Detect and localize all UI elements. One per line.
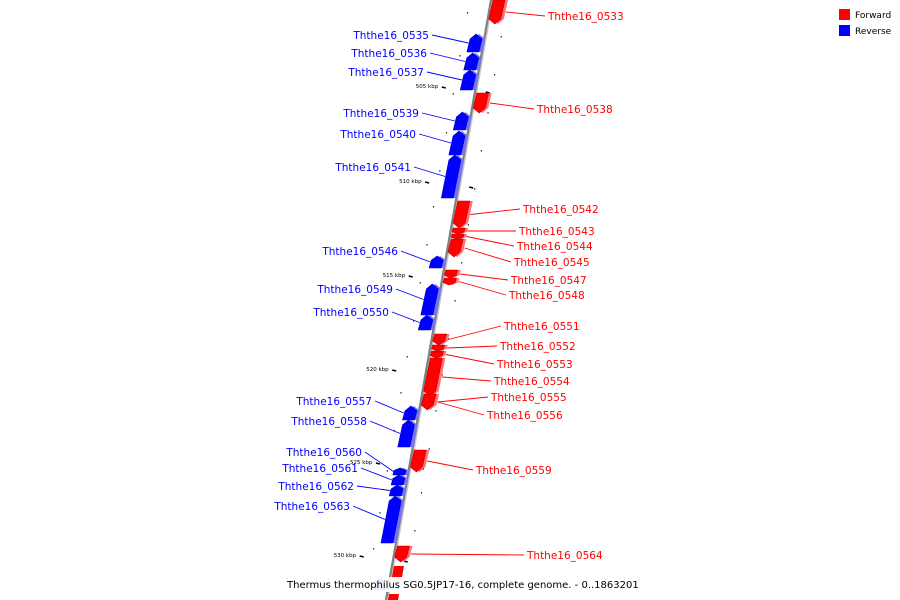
gene-label[interactable]: Ththe16_0536 (350, 48, 427, 60)
gene-label[interactable]: Ththe16_0540 (339, 129, 416, 141)
gene-label[interactable]: Ththe16_0541 (334, 162, 411, 174)
tick-label: 530 kbp (334, 553, 357, 559)
tick-label: 515 kbp (383, 273, 406, 279)
gene-feature[interactable] (420, 393, 440, 411)
gene-label[interactable]: Ththe16_0554 (493, 376, 570, 388)
gene-labels: Ththe16_0533 Ththe16_0535 Ththe16_0536 Thth… (273, 11, 623, 562)
gene-feature[interactable] (390, 474, 408, 486)
gene-feature[interactable] (402, 405, 420, 421)
legend-swatch-forward (839, 9, 850, 20)
map-caption: Thermus thermophilus SG0.5JP17-16, compl… (286, 580, 639, 591)
gene-label[interactable]: Ththe16_0555 (490, 392, 567, 404)
gene-label[interactable]: Ththe16_0556 (486, 410, 563, 422)
gene-label[interactable]: Ththe16_0551 (503, 321, 580, 333)
gene-feature[interactable] (380, 495, 405, 544)
gene-label[interactable]: Ththe16_0547 (510, 275, 587, 287)
gene-feature[interactable] (440, 154, 464, 199)
legend-label-forward: Forward (855, 11, 891, 21)
gene-feature[interactable] (443, 269, 461, 279)
gene-label[interactable]: Ththe16_0553 (496, 359, 573, 371)
gene-label[interactable]: Ththe16_0561 (281, 463, 358, 475)
gene-feature[interactable] (447, 238, 467, 258)
gene-label[interactable]: Ththe16_0545 (513, 257, 590, 269)
gene-feature[interactable] (466, 33, 486, 53)
gene-feature[interactable] (423, 357, 446, 397)
gene-feature[interactable] (459, 69, 479, 91)
gene-label[interactable]: Ththe16_0533 (547, 11, 624, 23)
gene-feature[interactable] (392, 467, 410, 476)
gene-feature[interactable] (428, 255, 447, 269)
gene-label[interactable]: Ththe16_0550 (312, 307, 389, 319)
legend: Forward Reverse (839, 9, 892, 37)
gene-label[interactable]: Ththe16_0564 (526, 550, 603, 562)
gene-feature[interactable] (417, 314, 436, 331)
gene-label[interactable]: Ththe16_0544 (516, 241, 593, 253)
gene-label[interactable]: Ththe16_0560 (285, 447, 362, 459)
gene-feature[interactable] (394, 545, 413, 563)
gene-feature[interactable] (442, 277, 460, 286)
gene-label[interactable]: Ththe16_0539 (342, 108, 419, 120)
gene-feature[interactable] (452, 111, 472, 131)
gene-feature[interactable] (451, 227, 469, 235)
gene-feature[interactable] (431, 344, 448, 352)
gene-feature[interactable] (410, 449, 430, 473)
tick-label: 520 kbp (366, 367, 389, 373)
gene-feature[interactable] (429, 350, 447, 359)
gene-feature[interactable] (432, 333, 450, 346)
gene-feature[interactable] (420, 283, 442, 316)
tick-label: 505 kbp (416, 84, 439, 90)
tick-label: 510 kbp (399, 179, 422, 185)
tick-label: 525 kbp (350, 460, 373, 466)
gene-label[interactable]: Ththe16_0543 (518, 226, 595, 238)
gene-label[interactable]: Ththe16_0537 (347, 67, 424, 79)
gene-label[interactable]: Ththe16_0549 (316, 284, 393, 296)
gene-feature[interactable] (452, 200, 473, 229)
gene-label[interactable]: Ththe16_0546 (321, 246, 398, 258)
gene-label[interactable]: Ththe16_0558 (290, 416, 367, 428)
legend-swatch-reverse (839, 25, 850, 36)
gene-label[interactable]: Ththe16_0559 (475, 465, 552, 477)
caption-background (284, 577, 614, 592)
gene-feature[interactable] (472, 92, 492, 114)
gene-label[interactable]: Ththe16_0538 (536, 104, 613, 116)
gene-label[interactable]: Ththe16_0542 (522, 204, 599, 216)
legend-label-reverse: Reverse (855, 27, 892, 37)
gene-feature[interactable] (397, 419, 418, 448)
gene-label[interactable]: Ththe16_0562 (277, 481, 354, 493)
gene-feature[interactable] (450, 233, 468, 240)
gene-label[interactable]: Ththe16_0548 (508, 290, 585, 302)
gene-feature[interactable] (448, 130, 469, 156)
scale-ticks: 505 kbp 510 kbp 515 kbp 520 kbp 525 kbp 530 k… (334, 84, 490, 563)
gene-feature[interactable] (463, 52, 482, 71)
gene-label[interactable]: Ththe16_0535 (352, 30, 429, 42)
gene-label[interactable]: Ththe16_0557 (295, 396, 372, 408)
gene-feature[interactable] (488, 0, 508, 25)
gene-label[interactable]: Ththe16_0563 (273, 501, 350, 513)
gene-label[interactable]: Ththe16_0552 (499, 341, 576, 353)
gene-feature[interactable] (388, 484, 407, 497)
